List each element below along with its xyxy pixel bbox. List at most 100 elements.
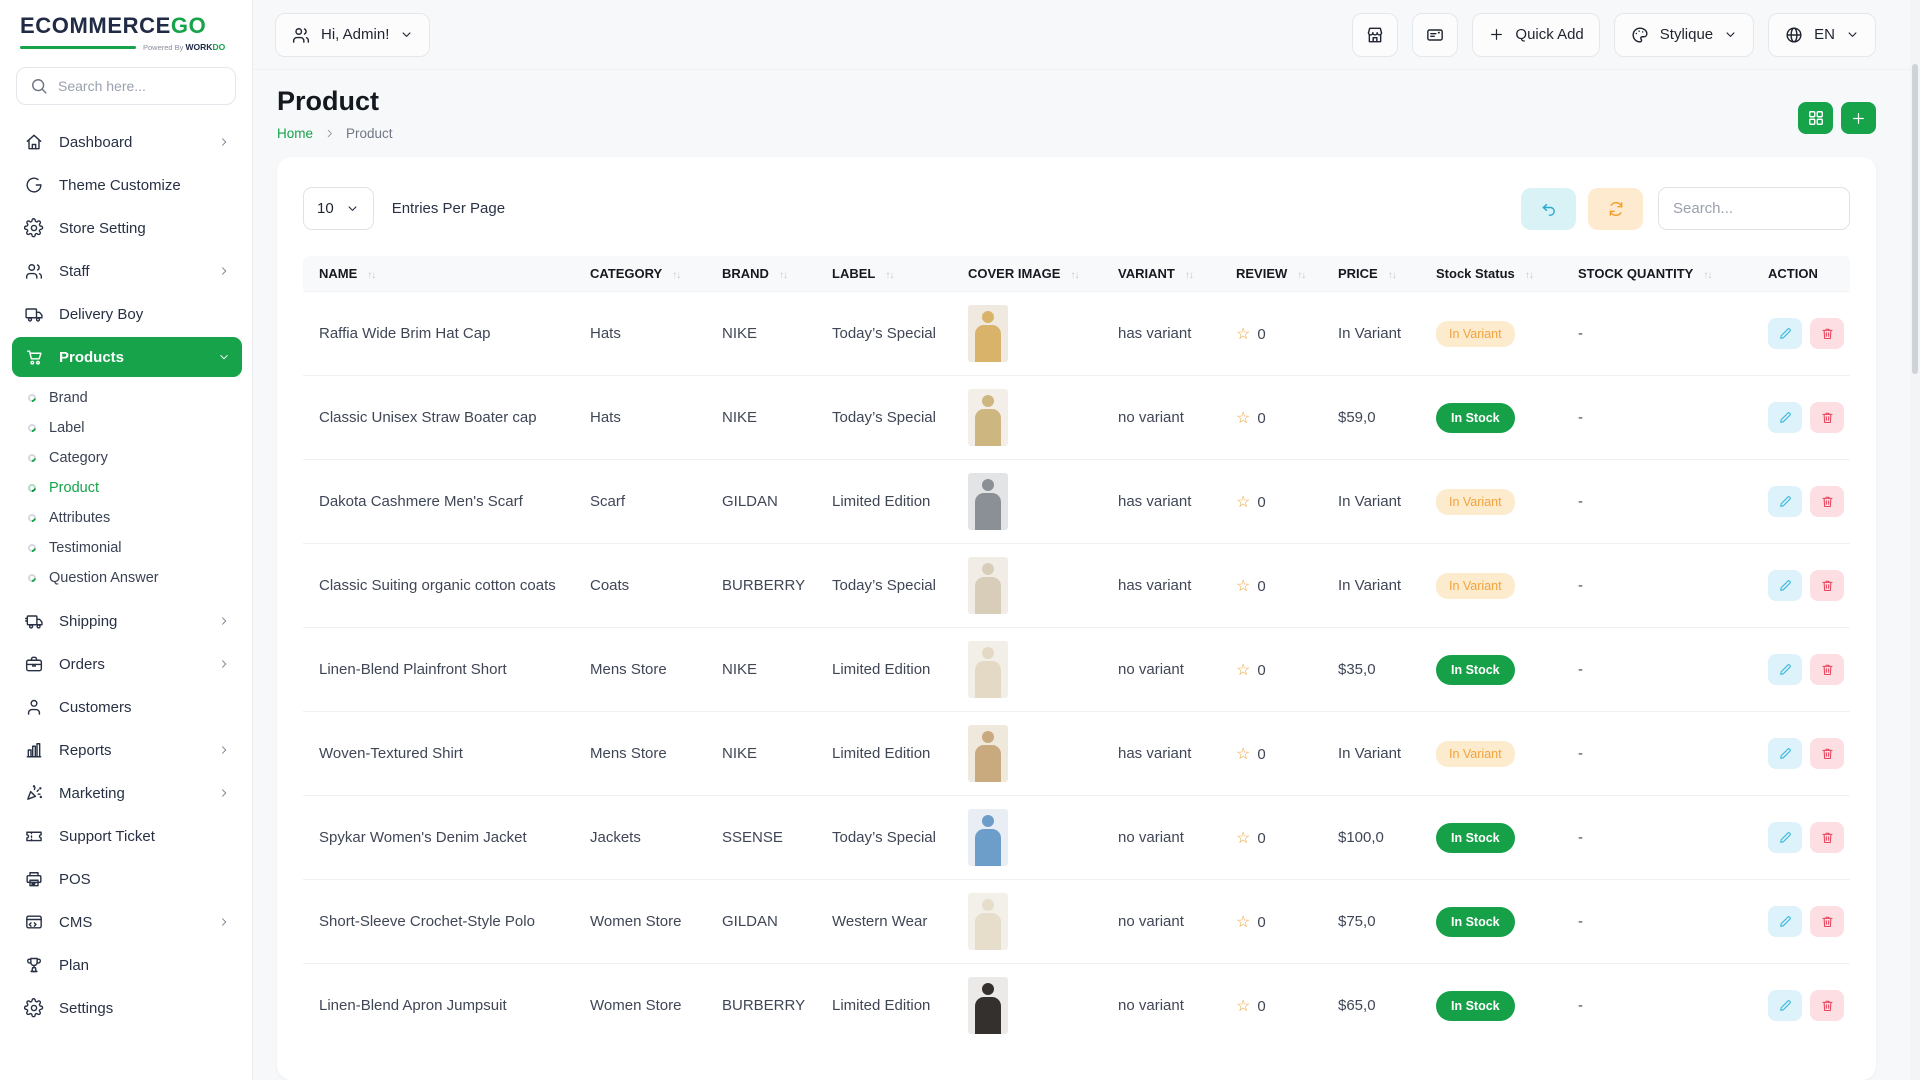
- column-header-variant[interactable]: VARIANT ↑↓: [1108, 256, 1226, 292]
- sidebar-subitem-label[interactable]: Label: [12, 413, 242, 443]
- category-cell: Scarf: [580, 459, 712, 544]
- add-product-button[interactable]: [1841, 102, 1876, 134]
- action-cell: [1758, 879, 1850, 964]
- chevron-right-icon: [217, 264, 231, 278]
- sidebar-item-reports[interactable]: Reports: [12, 730, 242, 770]
- star-icon: ☆: [1236, 409, 1251, 427]
- column-header-brand[interactable]: BRAND ↑↓: [712, 256, 822, 292]
- cover-image-cell: [958, 459, 1108, 544]
- review-cell: ☆ 0: [1226, 879, 1328, 964]
- delete-button[interactable]: [1810, 738, 1844, 769]
- logo-accent: GO: [170, 13, 207, 38]
- delete-button[interactable]: [1810, 570, 1844, 601]
- column-header-cover-image[interactable]: COVER IMAGE ↑↓: [958, 256, 1108, 292]
- column-header-action: ACTION: [1758, 256, 1850, 292]
- sidebar-item-store-setting[interactable]: Store Setting: [12, 208, 242, 248]
- page-scrollbar[interactable]: [1910, 0, 1920, 1080]
- sidebar-item-plan[interactable]: Plan: [12, 945, 242, 985]
- entries-select[interactable]: 10: [303, 187, 374, 230]
- stock-status-cell: In Stock: [1426, 879, 1568, 964]
- delete-button[interactable]: [1810, 906, 1844, 937]
- delete-button[interactable]: [1810, 402, 1844, 433]
- sidebar-subitem-brand[interactable]: Brand: [12, 383, 242, 413]
- sidebar-item-settings[interactable]: Settings: [12, 988, 242, 1028]
- user-icon: [23, 696, 45, 718]
- column-header-stock-quantity[interactable]: STOCK QUANTITY ↑↓: [1568, 256, 1758, 292]
- sidebar-item-products[interactable]: Products: [12, 337, 242, 377]
- column-header-category[interactable]: CATEGORY ↑↓: [580, 256, 712, 292]
- plan-icon: [23, 954, 45, 976]
- label-cell: Limited Edition: [822, 963, 958, 1047]
- product-name-cell: Classic Suiting organic cotton coats: [303, 543, 580, 628]
- column-header-price[interactable]: PRICE ↑↓: [1328, 256, 1426, 292]
- sidebar-subitem-testimonial[interactable]: Testimonial: [12, 533, 242, 563]
- breadcrumb-home-link[interactable]: Home: [277, 126, 314, 141]
- messages-button[interactable]: [1412, 12, 1459, 57]
- column-header-stock-status[interactable]: Stock Status ↑↓: [1426, 256, 1568, 292]
- delete-button[interactable]: [1810, 318, 1844, 349]
- sidebar-item-cms[interactable]: CMS: [12, 902, 242, 942]
- sidebar-subitem-category[interactable]: Category: [12, 443, 242, 473]
- sidebar-search-input[interactable]: [58, 78, 223, 94]
- category-cell: Coats: [580, 543, 712, 628]
- edit-button[interactable]: [1768, 654, 1802, 685]
- storefront-button[interactable]: [1352, 12, 1399, 57]
- sidebar-item-dashboard[interactable]: Dashboard: [12, 122, 242, 162]
- sidebar-subitem-label: Category: [49, 450, 108, 466]
- column-header-name[interactable]: NAME ↑↓: [303, 256, 580, 292]
- edit-button[interactable]: [1768, 738, 1802, 769]
- sidebar-subitem-product[interactable]: Product: [12, 473, 242, 503]
- delete-button[interactable]: [1810, 990, 1844, 1021]
- review-count: 0: [1257, 997, 1266, 1015]
- undo-button[interactable]: [1521, 187, 1576, 230]
- refresh-button[interactable]: [1588, 187, 1643, 230]
- users-icon: [291, 25, 311, 45]
- sidebar-item-marketing[interactable]: Marketing: [12, 773, 242, 813]
- table-search-input[interactable]: [1658, 187, 1850, 230]
- app-logo[interactable]: ECOMMERCEGO Powered By WORKDO: [0, 0, 252, 54]
- sidebar-item-orders[interactable]: Orders: [12, 644, 242, 684]
- user-menu-button[interactable]: Hi, Admin!: [275, 12, 431, 57]
- price-cell: $75,0: [1328, 879, 1426, 964]
- column-header-review[interactable]: REVIEW ↑↓: [1226, 256, 1328, 292]
- sidebar-item-pos[interactable]: POS: [12, 859, 242, 899]
- sidebar-item-label: Staff: [59, 262, 90, 280]
- sidebar-subitem-attributes[interactable]: Attributes: [12, 503, 242, 533]
- edit-button[interactable]: [1768, 990, 1802, 1021]
- sidebar-item-label: Shipping: [59, 612, 118, 630]
- sidebar-item-delivery-boy[interactable]: Delivery Boy: [12, 294, 242, 334]
- stock-status-badge: In Variant: [1436, 572, 1515, 599]
- language-button[interactable]: EN: [1768, 12, 1876, 57]
- brand-cell: BURBERRY: [712, 543, 822, 628]
- cover-image-cell: [958, 711, 1108, 796]
- category-cell: Mens Store: [580, 711, 712, 796]
- sidebar-item-shipping[interactable]: Shipping: [12, 601, 242, 641]
- column-label: NAME: [319, 266, 358, 281]
- edit-button[interactable]: [1768, 486, 1802, 517]
- sidebar-item-support-ticket[interactable]: Support Ticket: [12, 816, 242, 856]
- edit-button[interactable]: [1768, 402, 1802, 433]
- marketing-icon: [23, 782, 45, 804]
- delete-button[interactable]: [1810, 822, 1844, 853]
- delete-button[interactable]: [1810, 486, 1844, 517]
- edit-button[interactable]: [1768, 906, 1802, 937]
- sidebar-item-customers[interactable]: Customers: [12, 687, 242, 727]
- chevron-down-icon: [217, 350, 231, 364]
- edit-button[interactable]: [1768, 570, 1802, 601]
- sidebar-item-theme-customize[interactable]: Theme Customize: [12, 165, 242, 205]
- trash-icon: [1820, 830, 1835, 845]
- page-header: Product Home Product: [253, 70, 1920, 141]
- gear-icon: [23, 217, 45, 239]
- sidebar-subitem-question-answer[interactable]: Question Answer: [12, 563, 242, 593]
- scrollbar-thumb[interactable]: [1912, 64, 1918, 374]
- sidebar-item-staff[interactable]: Staff: [12, 251, 242, 291]
- column-header-label[interactable]: LABEL ↑↓: [822, 256, 958, 292]
- edit-button[interactable]: [1768, 822, 1802, 853]
- edit-button[interactable]: [1768, 318, 1802, 349]
- grid-view-button[interactable]: [1798, 102, 1833, 134]
- quick-add-button[interactable]: Quick Add: [1472, 12, 1600, 57]
- theme-select-button[interactable]: Stylique: [1613, 12, 1755, 57]
- topbar-actions: Quick Add Stylique EN: [1352, 12, 1876, 57]
- undo-icon: [1539, 199, 1559, 219]
- delete-button[interactable]: [1810, 654, 1844, 685]
